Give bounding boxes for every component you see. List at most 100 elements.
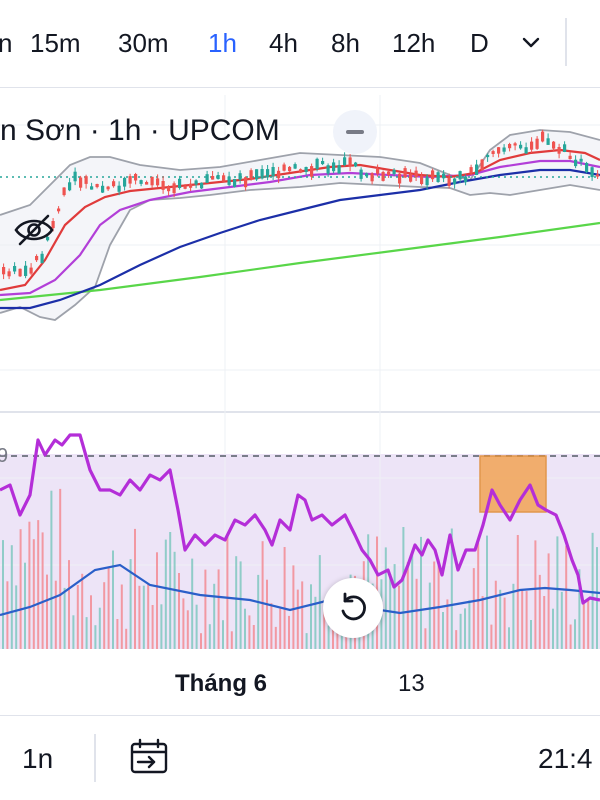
volume-bar — [534, 540, 537, 649]
volume-bar — [129, 559, 132, 649]
time-axis[interactable] — [0, 655, 600, 715]
volume-bar — [450, 528, 453, 649]
candle-body — [409, 173, 413, 182]
volume-bar — [327, 625, 330, 649]
bottom-toolbar — [0, 716, 600, 800]
eye-off-icon[interactable] — [12, 212, 56, 248]
candle-body — [574, 159, 578, 167]
candle-body — [458, 171, 462, 180]
volume-bar — [10, 545, 13, 649]
volume-bar — [459, 613, 462, 649]
volume-bar — [94, 625, 97, 649]
volume-bar — [37, 520, 40, 649]
candle-body — [304, 167, 308, 172]
candle-body — [519, 144, 523, 149]
candle-body — [167, 187, 171, 192]
oscillator-main-line — [0, 433, 600, 605]
volume-bar — [288, 615, 290, 649]
volume-bar — [182, 598, 185, 649]
candle-body — [431, 170, 435, 180]
legend-collapse-button[interactable] — [333, 110, 377, 154]
volume-bar — [516, 535, 519, 649]
toolbar-border — [0, 87, 600, 88]
interval-15m[interactable]: 15m — [30, 28, 81, 58]
candle-body — [425, 177, 429, 186]
chart-area[interactable]: 9 — [0, 95, 600, 655]
candle-body — [332, 162, 336, 172]
candle-body — [249, 170, 253, 180]
candle-body — [453, 178, 457, 185]
time-label-month: Tháng 6 — [175, 670, 268, 697]
interval-d[interactable]: D — [470, 28, 489, 58]
candle-body — [35, 256, 39, 261]
candle-body — [62, 187, 66, 196]
volume-bar — [90, 595, 92, 649]
candle-body — [403, 168, 407, 178]
candle-body — [497, 147, 501, 154]
volume-bar — [274, 626, 277, 649]
volume-bar — [530, 620, 532, 649]
volume-bar — [120, 584, 123, 649]
candle-body — [337, 165, 341, 174]
volume-bar — [455, 630, 458, 649]
candle-body — [106, 186, 110, 190]
volume-bar — [186, 610, 189, 649]
volume-bar — [151, 605, 154, 649]
symbol-legend[interactable]: n Sơn · 1h · UPCOM — [0, 114, 280, 147]
candle-body — [24, 265, 28, 276]
candle-body — [90, 186, 94, 190]
candle-body — [260, 169, 264, 179]
volume-bar — [569, 624, 572, 649]
volume-bar — [402, 527, 405, 649]
volume-bar — [204, 569, 207, 649]
volume-bar — [296, 589, 299, 649]
candle-body — [486, 154, 490, 158]
interval-12h[interactable]: 12h — [392, 28, 436, 58]
minus-icon — [346, 130, 364, 134]
chart-canvas[interactable]: 9 — [0, 95, 600, 655]
candle-body — [156, 178, 160, 186]
candle-body — [310, 166, 314, 177]
volume-bar — [208, 624, 211, 649]
volume-bar — [490, 624, 493, 649]
volume-bar — [68, 560, 70, 649]
volume-bar — [54, 580, 57, 649]
volume-bar — [50, 490, 53, 649]
interval-4h[interactable]: 4h — [269, 28, 298, 58]
interval-30m[interactable]: 30m — [118, 28, 169, 58]
volume-bar — [582, 603, 585, 649]
candle-body — [585, 163, 589, 173]
volume-bar — [46, 574, 48, 649]
candle-body — [365, 173, 369, 177]
candle-body — [546, 138, 550, 145]
volume-bar — [116, 619, 119, 649]
volume-bar — [98, 607, 101, 649]
calendar-range-icon[interactable] — [128, 738, 170, 778]
volume-bar — [437, 559, 440, 649]
candle-body — [222, 175, 226, 182]
volume-bar — [63, 587, 66, 649]
volume-bar — [587, 598, 590, 649]
volume-bar — [72, 615, 75, 649]
volume-bar — [19, 529, 22, 649]
volume-bar — [442, 612, 444, 649]
oscillator-tick-label: 9 — [0, 445, 8, 467]
volume-bar — [15, 585, 18, 649]
volume-bar — [552, 608, 554, 649]
candle-body — [57, 208, 61, 212]
chevron-down-icon[interactable] — [516, 30, 546, 56]
candle-body — [282, 164, 286, 171]
range-button[interactable]: 1n — [22, 743, 54, 774]
volume-bar — [178, 573, 180, 649]
interval-8h[interactable]: 8h — [331, 28, 360, 58]
clock-readout: 21:4 — [538, 743, 593, 774]
candle-body — [238, 173, 242, 180]
volume-bar — [512, 583, 515, 649]
reset-chart-button[interactable] — [323, 578, 383, 638]
volume-bar — [28, 521, 31, 649]
volume-bar — [200, 633, 202, 649]
interval-partial[interactable]: n — [0, 28, 13, 58]
candle-body — [79, 177, 83, 188]
interval-1h[interactable]: 1h — [208, 28, 237, 58]
volume-bar — [464, 608, 466, 649]
